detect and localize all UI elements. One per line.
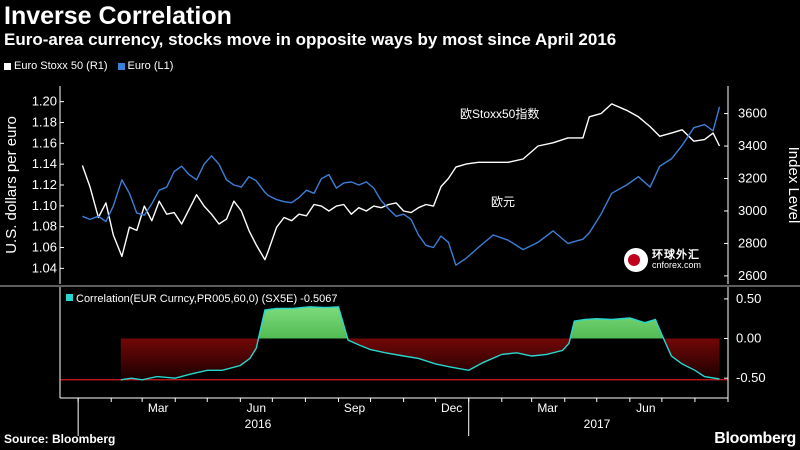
- left-tick-label: 1.08: [32, 219, 57, 234]
- right-tick-label: 3600: [738, 106, 767, 121]
- right-tick-label: 3200: [738, 171, 767, 186]
- x-axis: Mar Jun Sep Dec Mar Jun 2016 2017: [60, 397, 729, 436]
- chart-subtitle: Euro-area currency, stocks move in oppos…: [4, 30, 617, 49]
- right-tick-label: 3000: [738, 203, 767, 218]
- legend-label-euro: Euro (L1): [127, 60, 174, 72]
- watermark-en: cnforex.com: [652, 260, 702, 271]
- legend-item-stoxx: Euro Stoxx 50 (R1): [4, 60, 108, 72]
- left-tick-label: 1.14: [32, 156, 57, 171]
- bottom-tick-label: 0.00: [736, 331, 761, 346]
- watermark-cn: 环球外汇: [652, 248, 700, 261]
- legend-swatch-stoxx: [4, 62, 11, 70]
- bloomberg-logo: Bloomberg: [714, 430, 796, 447]
- left-tick-label: 1.04: [32, 260, 57, 275]
- x-tick-label: Mar: [537, 401, 558, 415]
- left-tick-label: 1.16: [32, 135, 57, 150]
- x-tick-label: Mar: [148, 401, 169, 415]
- top-legend: Euro Stoxx 50 (R1) Euro (L1): [4, 60, 173, 72]
- annotation-stoxx: 欧Stoxx50指数: [460, 106, 539, 121]
- positive-correlation-area: [120, 306, 720, 339]
- left-tick-label: 1.18: [32, 114, 57, 129]
- euro-series-line: [82, 106, 721, 266]
- cnforex-watermark: 环球外汇 cnforex.com: [624, 248, 701, 272]
- corr-legend-swatch: [66, 294, 73, 301]
- bottom-panel: 0.50 0.00 -0.50 Correlation(EUR Curncy,PR00…: [0, 285, 800, 398]
- chart-title: Inverse Correlation: [4, 2, 232, 30]
- watermark-text: 环球外汇 cnforex.com: [652, 248, 702, 271]
- x-tick-label: Sep: [344, 401, 366, 415]
- right-tick-label: 3400: [738, 138, 767, 153]
- legend-item-euro: Euro (L1): [117, 60, 174, 72]
- left-tick-label: 1.20: [32, 94, 57, 109]
- left-axis-label: U.S. dollars per euro: [3, 116, 20, 254]
- left-tick-label: 1.12: [32, 177, 57, 192]
- left-tick-label: 1.10: [32, 198, 57, 213]
- corr-legend-label: Correlation(EUR Curncy,PR005,60,0) (SX5E…: [76, 293, 337, 305]
- negative-correlation-area: [120, 338, 720, 380]
- x-tick-label: Jun: [247, 401, 266, 415]
- annotation-euro: 欧元: [491, 195, 515, 209]
- legend-label-stoxx: Euro Stoxx 50 (R1): [14, 60, 108, 72]
- x-tick-label: Jun: [636, 401, 655, 415]
- stoxx-series-line: [81, 103, 721, 261]
- right-axis-label: Index Level: [785, 147, 800, 224]
- legend-swatch-euro: [117, 62, 125, 70]
- year-label-2017: 2017: [584, 417, 611, 431]
- left-tick-label: 1.06: [32, 240, 57, 255]
- bottom-tick-label: 0.50: [736, 291, 761, 306]
- top-panel: 1.20 1.18 1.16 1.14 1.12 1.10 1.08 1.06 1.04 3600…: [3, 86, 800, 284]
- x-tick-label: Dec: [441, 401, 462, 415]
- cnforex-logo-icon: [624, 248, 648, 272]
- bottom-tick-label: -0.50: [736, 370, 766, 385]
- right-tick-label: 2600: [738, 268, 767, 283]
- source-note: Source: Bloomberg: [4, 432, 116, 446]
- correlation-series-line: [120, 306, 720, 381]
- year-label-2016: 2016: [245, 417, 272, 431]
- right-tick-label: 2800: [738, 235, 767, 250]
